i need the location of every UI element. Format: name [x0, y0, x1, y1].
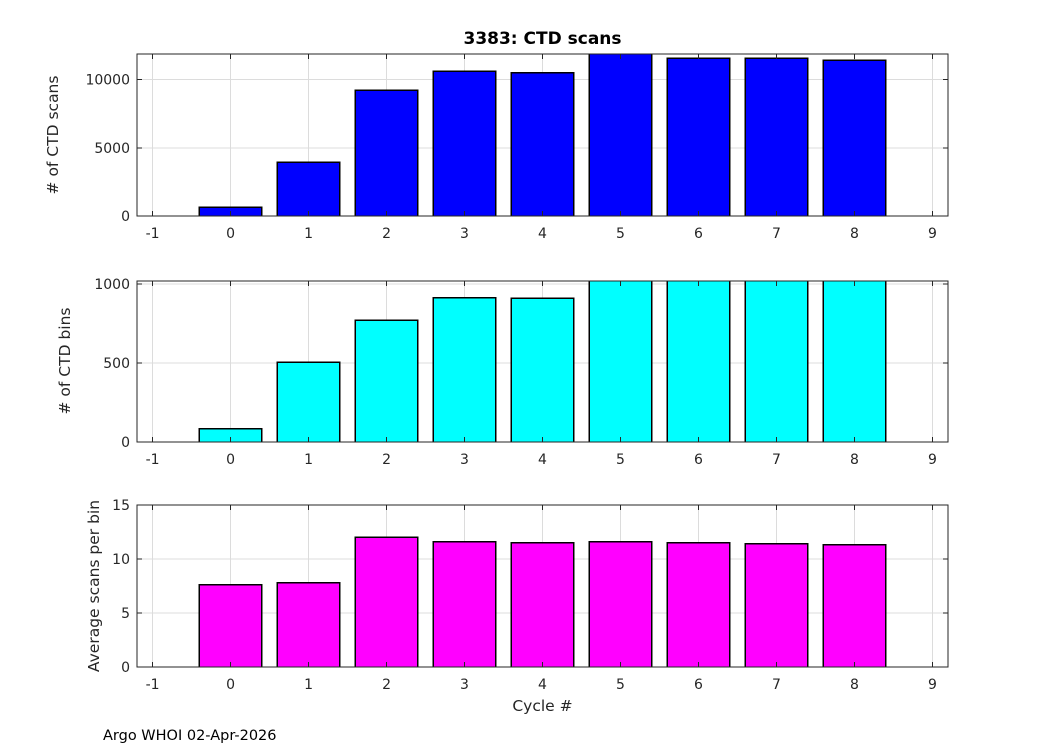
x-tick-label: 2	[382, 226, 391, 242]
bar-cycle-8	[822, 544, 887, 667]
x-tick-label: 1	[304, 226, 313, 242]
x-tick-label: 1	[304, 677, 313, 693]
x-tick-label: 6	[694, 226, 703, 242]
x-tick-label: 3	[460, 226, 469, 242]
y-tick-label: 15	[112, 498, 130, 514]
x-tick-label: 8	[850, 226, 859, 242]
x-tick-label: 2	[382, 452, 391, 468]
x-tick-label: 7	[772, 677, 781, 693]
bar-cycle-4	[510, 297, 575, 442]
x-tick-label: -1	[146, 226, 160, 242]
bar-cycle-0	[198, 427, 263, 442]
ylabel-ctd-scans: # of CTD scans	[44, 75, 62, 195]
subplot-ctd-bins: -1 0 1 2 3 4 5 6 7 8 9 0 500 1000	[94, 277, 949, 468]
bar-cycle-4	[510, 542, 575, 667]
y-tick-label: 500	[103, 356, 130, 372]
bar-cycle-7	[744, 57, 809, 216]
figure-title: 3383: CTD scans	[463, 29, 622, 49]
bar-cycle-1	[276, 161, 341, 216]
bar-cycle-5	[588, 281, 653, 442]
x-tick-label: 4	[538, 452, 547, 468]
bar-cycle-1	[276, 361, 341, 442]
x-tick-label: 9	[928, 226, 937, 242]
bar-cycle-5	[588, 54, 653, 216]
y-tick-label: 5	[121, 606, 130, 622]
bar-cycle-2	[354, 536, 419, 667]
bar-cycle-8	[822, 59, 887, 216]
y-tick-label: 10000	[85, 73, 130, 89]
ylabel-avg-scans: Average scans per bin	[85, 499, 103, 673]
x-tick-label: 6	[694, 677, 703, 693]
subplot-avg-scans-per-bin: -1 0 1 2 3 4 5 6 7 8 9 0 5 10 15	[112, 498, 949, 693]
x-tick-label: 6	[694, 452, 703, 468]
x-tick-label: 9	[928, 452, 937, 468]
bar-cycle-3	[432, 70, 497, 216]
bar-cycle-6	[666, 57, 731, 216]
x-tick-label: 2	[382, 677, 391, 693]
x-tick-label: 5	[616, 677, 625, 693]
x-tick-label: 0	[226, 677, 235, 693]
footer-annotation: Argo WHOI 02-Apr-2026	[103, 728, 277, 744]
x-tick-label: 0	[226, 452, 235, 468]
xlabel-cycle-number: Cycle #	[512, 697, 573, 715]
x-tick-label: 0	[226, 226, 235, 242]
bar-cycle-2	[354, 319, 419, 442]
y-tick-label: 1000	[94, 277, 130, 293]
x-tick-label: 7	[772, 452, 781, 468]
bar-cycle-6	[666, 542, 731, 667]
subplot-ctd-scans: -1 0 1 2 3 4 5 6 7 8 9 0 5000 10000	[85, 53, 949, 242]
x-tick-label: 4	[538, 677, 547, 693]
x-tick-label: 1	[304, 452, 313, 468]
x-tick-label: 3	[460, 677, 469, 693]
ylabel-ctd-bins: # of CTD bins	[56, 307, 74, 415]
x-tick-label: 9	[928, 677, 937, 693]
bar-cycle-2	[354, 89, 419, 216]
x-tick-label: -1	[146, 677, 160, 693]
bar-cycle-6	[666, 281, 731, 442]
bar-cycle-8	[822, 281, 887, 442]
y-tick-label: 10	[112, 552, 130, 568]
bar-cycle-3	[432, 540, 497, 667]
x-tick-label: 3	[460, 452, 469, 468]
x-tick-label: 4	[538, 226, 547, 242]
y-tick-label: 0	[121, 435, 130, 451]
bar-cycle-5	[588, 540, 653, 667]
y-tick-label: 0	[121, 660, 130, 676]
bar-cycle-7	[744, 543, 809, 667]
bar-cycle-3	[432, 296, 497, 442]
bar-cycle-4	[510, 72, 575, 216]
bar-cycle-1	[276, 582, 341, 667]
x-tick-label: 8	[850, 677, 859, 693]
x-tick-label: 5	[616, 452, 625, 468]
bar-cycle-0	[198, 584, 263, 667]
x-tick-label: 5	[616, 226, 625, 242]
bar-cycle-7	[744, 281, 809, 442]
x-tick-label: 8	[850, 452, 859, 468]
x-tick-label: 7	[772, 226, 781, 242]
y-tick-label: 0	[121, 209, 130, 225]
x-tick-label: -1	[146, 452, 160, 468]
y-tick-label: 5000	[94, 141, 130, 157]
